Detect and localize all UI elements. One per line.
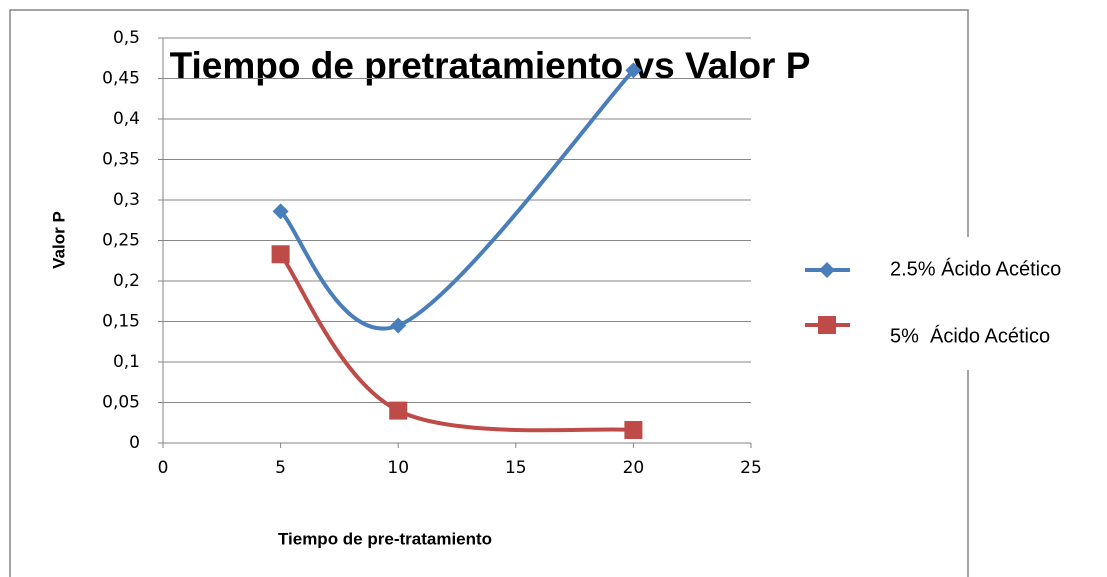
- legend-label: 5% Ácido Acético: [890, 324, 1050, 347]
- y-tick-label: 0,45: [102, 69, 140, 89]
- x-tick-label: 25: [740, 458, 762, 478]
- y-tick-label: 0,1: [113, 352, 140, 372]
- chart-title: Tiempo de pretratamiento vs Valor P: [170, 45, 811, 86]
- y-tick-label: 0: [129, 433, 140, 453]
- y-tick-label: 0,25: [102, 231, 140, 251]
- x-tick-label: 10: [387, 458, 409, 478]
- legend-marker: [818, 316, 836, 334]
- x-tick-label: 5: [275, 458, 286, 478]
- marker: [390, 317, 407, 334]
- marker: [625, 62, 642, 79]
- marker: [389, 401, 408, 420]
- x-tick-label: 0: [158, 458, 169, 478]
- y-tick-label: 0,5: [113, 28, 140, 48]
- legend-marker: [819, 262, 835, 278]
- y-tick-label: 0,4: [113, 109, 140, 129]
- legend-background: [780, 237, 1107, 370]
- y-tick-label: 0,05: [102, 393, 140, 413]
- y-tick-label: 0,3: [113, 190, 140, 210]
- marker: [271, 245, 290, 264]
- marker: [624, 421, 643, 440]
- y-tick-label: 0,35: [102, 150, 140, 170]
- legend-label: 2.5% Ácido Acético: [890, 257, 1061, 280]
- x-tick-label: 20: [623, 458, 645, 478]
- y-axis-label: Valor P: [49, 211, 68, 269]
- marker: [272, 203, 289, 220]
- x-axis-label: Tiempo de pre-tratamiento: [278, 529, 492, 548]
- series-line: [279, 69, 635, 331]
- y-tick-label: 0,15: [102, 312, 140, 332]
- x-tick-label: 15: [505, 458, 527, 478]
- y-tick-label: 0,2: [113, 271, 140, 291]
